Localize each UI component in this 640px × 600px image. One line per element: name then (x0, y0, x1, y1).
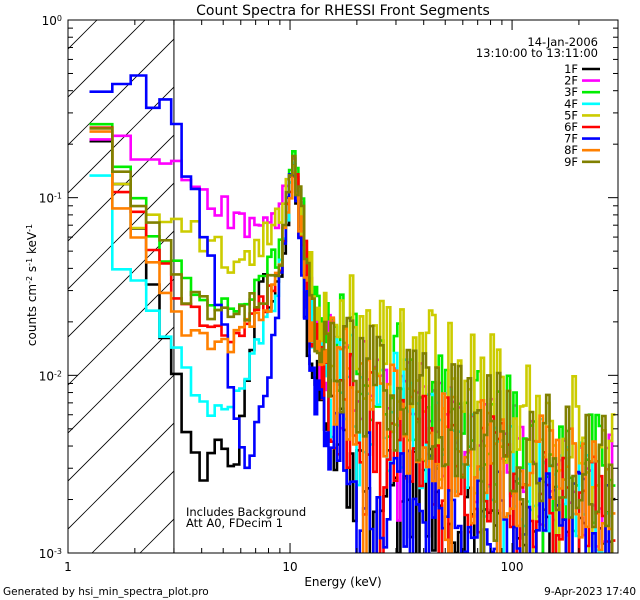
chart-title: Count Spectra for RHESSI Front Segments (196, 3, 490, 19)
x-tick-label: 1 (64, 560, 72, 574)
legend-label-9F: 9F (564, 155, 578, 169)
time-range-label: 13:10:00 to 13:11:00 (476, 46, 598, 60)
legend-label-2F: 2F (564, 74, 578, 88)
legend-label-4F: 4F (564, 97, 578, 111)
legend-label-5F: 5F (564, 108, 578, 122)
annotation-attenuator: Att A0, FDecim 1 (186, 516, 283, 530)
y-tick-label: 10-3 (39, 547, 62, 562)
hatch-line (68, 278, 174, 386)
y-tick-label: 10-2 (39, 369, 62, 384)
hatch-line (68, 422, 174, 530)
y-tick-label: 100 (42, 14, 62, 29)
footer-generated-by: Generated by hsi_min_spectra_plot.pro (3, 586, 209, 598)
footer-timestamp: 9-Apr-2023 17:40 (544, 586, 636, 598)
plot-frame (67, 19, 619, 554)
hatch-line (68, 374, 174, 482)
hatch-line (68, 230, 174, 338)
series-line-7F (89, 74, 611, 553)
legend-label-7F: 7F (564, 132, 578, 146)
legend-label-1F: 1F (564, 62, 578, 76)
legend-label-8F: 8F (564, 143, 578, 157)
axis-ticks: 1 10 100 100 10-1 10-2 10-3 (39, 14, 619, 574)
hatch-line (68, 182, 174, 290)
legend-label-3F: 3F (564, 85, 578, 99)
series-line-9F (89, 127, 614, 553)
date-label: 14-Jan-2006 (527, 35, 598, 49)
y-tick-label: 10-1 (39, 191, 62, 206)
legend-label-6F: 6F (564, 120, 578, 134)
x-tick-label: 10 (282, 560, 297, 574)
x-tick-label: 100 (501, 560, 524, 574)
hatch-line (68, 38, 174, 146)
x-axis-label: Energy (keV) (304, 575, 381, 589)
annotation-background: Includes Background (186, 505, 306, 519)
series-layer (89, 74, 616, 553)
y-axis-label: counts cm-2 s-1 keV-1 (25, 224, 40, 346)
